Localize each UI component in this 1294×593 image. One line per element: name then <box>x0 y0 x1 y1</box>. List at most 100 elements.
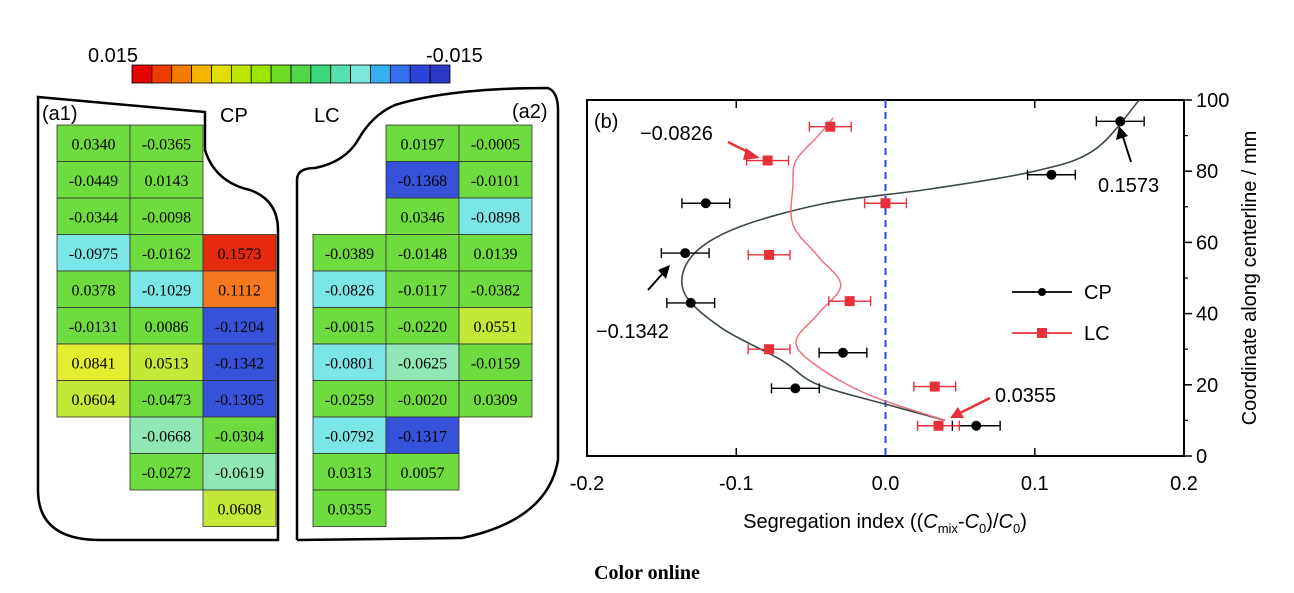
legend: CP LC <box>1012 282 1112 345</box>
lc-cell-value: -0.0015 <box>325 319 374 336</box>
axis-ticks: -0.2 -0.1 0.0 0.1 0.2 0 20 40 60 80 100 <box>570 90 1230 495</box>
lc-point <box>764 344 775 355</box>
segregation-chart: -0.2 -0.1 0.0 0.1 0.2 0 20 40 60 80 100 (b) 0.1573… <box>570 90 1261 536</box>
colorbar-swatch <box>330 64 352 84</box>
lc-cell <box>458 234 533 272</box>
y-tick-label: 20 <box>1196 375 1218 397</box>
colorbar-swatch <box>151 64 173 84</box>
cp-cell <box>56 234 131 272</box>
lc-cell <box>385 307 460 345</box>
annotation-cp-min: −0.1342 <box>596 321 669 343</box>
lc-cell-value: 0.0057 <box>401 465 445 482</box>
colorbar <box>131 64 451 84</box>
cp-cell-value: -0.0975 <box>69 246 118 263</box>
lc-outline <box>295 86 560 542</box>
lc-cell <box>385 124 460 162</box>
cp-cell <box>129 416 204 454</box>
cp-cell-value: 0.0086 <box>145 319 189 336</box>
cp-cell-value: -0.0162 <box>142 246 191 263</box>
lc-cell-value: 0.0355 <box>328 501 372 518</box>
lc-cell <box>385 380 460 418</box>
cp-cell-value: -0.0344 <box>69 209 118 226</box>
annotation-lc-bottom: 0.0355 <box>995 385 1056 407</box>
lc-cell-value: -0.0382 <box>471 282 520 299</box>
lc-point <box>880 198 891 209</box>
cp-cell <box>129 197 204 235</box>
data-points <box>660 116 1145 431</box>
colorbar-swatch <box>389 64 411 84</box>
lc-cell <box>385 343 460 381</box>
y-tick-label: 60 <box>1196 232 1218 254</box>
lc-cell <box>312 380 387 418</box>
figure-caption: Color online <box>594 562 700 584</box>
cp-cell-value: -0.0449 <box>69 173 118 190</box>
cp-point <box>971 420 982 431</box>
cp-cell <box>202 343 277 381</box>
arrowhead-cp-max <box>1116 126 1128 140</box>
cp-cell-value: 0.0340 <box>72 136 116 153</box>
cp-title: CP <box>220 105 248 127</box>
lc-cell-value: 0.0197 <box>401 136 445 153</box>
arrowhead-lc-bottom <box>950 407 964 418</box>
colorbar-swatch <box>171 64 193 84</box>
lc-cell-value: -0.0259 <box>325 392 374 409</box>
cp-cell-value: -0.0304 <box>215 428 264 445</box>
lc-cell <box>458 343 533 381</box>
legend-cp-label: CP <box>1084 282 1112 304</box>
cp-cell <box>129 307 204 345</box>
colorbar-swatch <box>230 64 252 84</box>
y-axis-label: Coordinate along centerline / mm <box>1239 131 1261 426</box>
lc-cell-value: -0.0159 <box>471 355 520 372</box>
cp-cell-value: -0.0668 <box>142 428 191 445</box>
cp-point <box>1115 116 1126 127</box>
x-tick-label: -0.1 <box>719 473 753 495</box>
y-tick-label: 100 <box>1196 90 1229 112</box>
lc-cell <box>458 197 533 235</box>
lc-cell-value: -0.0005 <box>471 136 520 153</box>
cp-point <box>685 297 696 308</box>
lc-cell-value: -0.0792 <box>325 428 374 445</box>
cp-cell-value: -0.0473 <box>142 392 191 409</box>
colorbar-swatch <box>429 64 451 84</box>
cp-cell <box>56 343 131 381</box>
lc-point <box>933 420 944 431</box>
cp-cell <box>56 161 131 199</box>
cp-cell <box>202 453 277 491</box>
chart-panel-label: (b) <box>594 111 618 133</box>
colorbar-swatch <box>191 64 212 84</box>
lc-cell-value: -0.0625 <box>398 355 447 372</box>
arrow-lc-bottom <box>957 396 991 416</box>
lc-cell-value: 0.0139 <box>474 246 518 263</box>
cp-cell <box>129 380 204 418</box>
lc-cell <box>458 380 533 418</box>
arrow-cp-min <box>647 271 665 291</box>
cp-grid: 0.0340 -0.0449 -0.0344 -0.0975 0.0378 -0.0131… <box>56 124 277 527</box>
colorbar-swatch <box>131 64 153 84</box>
colorbar-swatch <box>211 64 232 84</box>
lc-cell <box>312 343 387 381</box>
cp-cell-value: -0.1342 <box>215 355 264 372</box>
cp-cell <box>129 270 204 308</box>
annotation-arrows <box>647 126 1132 418</box>
lc-cell <box>312 489 387 527</box>
cp-cell-value: -0.0098 <box>142 209 191 226</box>
legend-cp-marker <box>1038 288 1046 296</box>
colorbar-swatch <box>350 64 371 84</box>
cp-cell <box>129 343 204 381</box>
cp-cell <box>129 234 204 272</box>
x-tick-label: -0.2 <box>570 473 604 495</box>
cp-cell <box>202 307 277 345</box>
x-tick-label: 0.2 <box>1170 473 1198 495</box>
lc-point <box>929 381 940 392</box>
lc-cell <box>312 234 387 272</box>
cp-cell-value: 0.0513 <box>145 355 189 372</box>
lc-cell-value: -0.0389 <box>325 246 374 263</box>
annotation-lc-min: −0.0826 <box>640 123 713 145</box>
annotation-cp-max: 0.1573 <box>1098 175 1159 197</box>
lc-cell-value: 0.0309 <box>474 392 518 409</box>
cp-cell-value: -0.0272 <box>142 465 191 482</box>
lc-title: LC <box>314 105 340 127</box>
lc-point <box>762 155 773 166</box>
cp-cell <box>129 453 204 491</box>
cp-point <box>1046 169 1057 180</box>
